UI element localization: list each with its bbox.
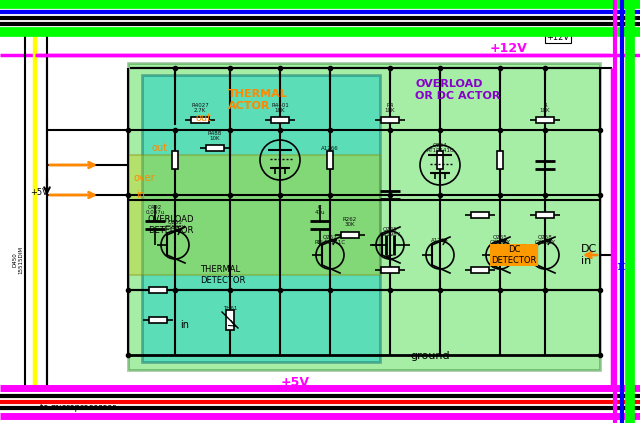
- Text: out: out: [195, 113, 211, 123]
- Text: Q265
C3198Y: Q265 C3198Y: [490, 235, 511, 245]
- Text: R4
10K: R4 10K: [385, 103, 396, 113]
- Text: R262
30K: R262 30K: [343, 217, 357, 228]
- Bar: [536, 117, 554, 123]
- Text: in: in: [136, 190, 145, 200]
- Text: Q258
C3198Y: Q258 C3198Y: [534, 235, 556, 245]
- Text: in: in: [180, 320, 189, 330]
- Text: OVERLOAD
OR DC ACTOR: OVERLOAD OR DC ACTOR: [415, 79, 500, 101]
- Bar: [172, 151, 178, 169]
- Text: D450
15515DIM: D450 15515DIM: [13, 246, 24, 274]
- Bar: [437, 151, 443, 169]
- Text: R4027
2.7K: R4027 2.7K: [191, 103, 209, 113]
- Text: R4401
10K: R4401 10K: [271, 103, 289, 113]
- Text: +12V: +12V: [490, 41, 528, 55]
- Text: C492
0.047u: C492 0.047u: [145, 205, 164, 215]
- Bar: [381, 117, 399, 123]
- Bar: [271, 117, 289, 123]
- Bar: [206, 145, 224, 151]
- Text: R488
10K: R488 10K: [208, 131, 222, 141]
- Text: THERMAL
ACTOR: THERMAL ACTOR: [228, 89, 288, 111]
- Bar: [128, 63, 600, 370]
- Bar: [497, 151, 503, 169]
- Bar: [471, 267, 489, 273]
- Text: Q251
C3198Y: Q251 C3198Y: [164, 220, 186, 231]
- Bar: [149, 317, 167, 323]
- Text: +12V: +12V: [547, 33, 570, 41]
- Text: A1266: A1266: [321, 146, 339, 151]
- Bar: [327, 151, 333, 169]
- Text: to microprocessor: to microprocessor: [40, 404, 116, 412]
- Text: Q254
RT1P141C: Q254 RT1P141C: [426, 143, 454, 154]
- Text: DC
DETECTOR: DC DETECTOR: [492, 245, 537, 265]
- Bar: [341, 232, 359, 238]
- Text: ground: ground: [410, 351, 450, 361]
- Text: OVERLOAD
DETECTOR: OVERLOAD DETECTOR: [148, 215, 195, 235]
- Text: TH61: TH61: [223, 305, 237, 310]
- Bar: [191, 117, 209, 123]
- Bar: [128, 155, 380, 275]
- Bar: [471, 212, 489, 218]
- Bar: [536, 212, 554, 218]
- Text: out: out: [152, 143, 168, 153]
- Text: THERMAL
DETECTOR: THERMAL DETECTOR: [200, 265, 245, 285]
- Text: over: over: [133, 173, 155, 183]
- Text: Q257
REL1P141C: Q257 REL1P141C: [314, 235, 346, 245]
- Text: +5V: +5V: [30, 187, 48, 197]
- Text: DC
in: DC in: [581, 244, 597, 266]
- Bar: [149, 287, 167, 293]
- Text: C
47u: C 47u: [315, 205, 325, 215]
- Bar: [226, 310, 234, 330]
- Text: +5V: +5V: [280, 376, 310, 388]
- Text: Q245
C3198Y: Q245 C3198Y: [380, 227, 401, 237]
- Text: -10V: -10V: [615, 264, 634, 272]
- Text: R
10K: R 10K: [540, 103, 550, 113]
- Bar: [142, 75, 380, 362]
- Text: A1266: A1266: [431, 237, 449, 242]
- Bar: [381, 267, 399, 273]
